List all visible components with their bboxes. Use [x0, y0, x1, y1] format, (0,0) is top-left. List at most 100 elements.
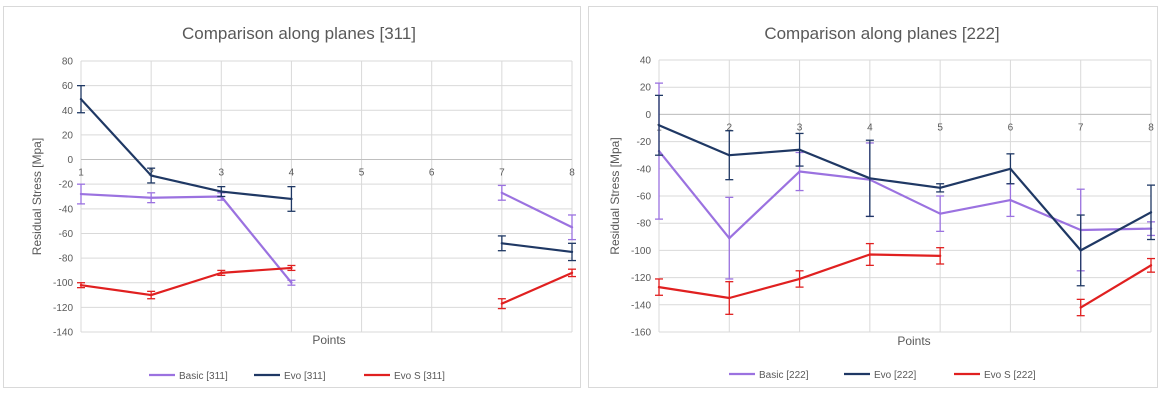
data-point: [798, 148, 801, 151]
data-point: [1009, 167, 1012, 170]
y-tick-label: -80: [637, 219, 652, 230]
legend-label: Basic [311]: [179, 371, 228, 382]
y-tick-label: -100: [53, 278, 73, 289]
data-point: [1009, 198, 1012, 202]
chart-title: Comparison along planes [311]: [182, 24, 416, 43]
y-tick-label: 80: [62, 57, 74, 68]
x-axis-title: Points: [312, 333, 345, 347]
y-tick-label: 20: [640, 83, 652, 94]
y-tick-label: 60: [62, 81, 74, 92]
x-tick-label: 8: [1148, 122, 1154, 133]
y-tick-label: 40: [640, 56, 652, 67]
legend-item: Basic [222]: [729, 370, 809, 381]
legend-label: Evo [311]: [284, 371, 326, 382]
y-axis-title: Residual Stress [Mpa]: [608, 137, 622, 254]
series-line: [658, 150, 1152, 240]
data-point: [728, 296, 731, 300]
data-point: [220, 271, 223, 275]
y-tick-label: 20: [62, 130, 74, 141]
data-point: [79, 192, 83, 196]
x-tick-label: 4: [867, 122, 873, 133]
data-point: [657, 285, 661, 289]
y-tick-label: -40: [59, 204, 74, 215]
data-point: [500, 302, 504, 305]
series-1: [77, 183, 576, 286]
series-line: [80, 192, 293, 284]
data-point: [570, 271, 574, 275]
data-point: [290, 266, 293, 270]
series-line: [80, 98, 292, 201]
series-line: [501, 191, 573, 229]
data-point: [868, 177, 872, 180]
data-point: [1079, 306, 1082, 309]
legend-label: Evo [222]: [874, 370, 916, 381]
x-tick-label: 5: [359, 168, 365, 179]
data-point: [938, 212, 942, 215]
data-point: [1149, 211, 1153, 214]
series-line: [658, 124, 1152, 252]
data-point: [79, 97, 83, 101]
legend-item: Evo S [311]: [364, 371, 445, 382]
y-tick-label: -120: [631, 273, 651, 284]
data-point: [290, 197, 293, 201]
series-line: [501, 242, 573, 254]
x-tick-label: 6: [429, 168, 435, 179]
y-tick-label: -100: [631, 246, 651, 257]
data-point: [938, 254, 942, 258]
y-tick-label: -20: [59, 180, 74, 191]
x-tick-label: 7: [499, 168, 505, 179]
x-tick-label: 3: [797, 122, 803, 133]
series-3: [77, 264, 576, 310]
data-point: [500, 242, 504, 245]
y-tick-label: -160: [631, 328, 651, 339]
data-point: [1079, 249, 1082, 252]
series-line: [80, 266, 292, 297]
x-tick-label: 2: [727, 122, 733, 133]
x-tick-label: 5: [937, 122, 943, 133]
series-line: [501, 271, 573, 305]
y-tick-label: -140: [631, 300, 651, 311]
chart-222: Comparison along planes [222] 40 20 0 -20 -40…: [608, 24, 1155, 381]
y-tick-label: 40: [62, 106, 74, 117]
data-point: [79, 283, 83, 287]
legend-label: Basic [222]: [759, 370, 809, 381]
legend-item: Evo [222]: [844, 370, 916, 381]
data-point: [149, 293, 153, 297]
data-point: [868, 253, 872, 256]
data-point: [149, 174, 153, 177]
legend-item: Basic [311]: [149, 371, 228, 382]
series-line: [1080, 264, 1152, 309]
legend-item: Evo S [222]: [954, 370, 1036, 381]
data-point: [728, 154, 731, 157]
data-point: [938, 186, 942, 190]
chart-panel-222: Comparison along planes [222] 40 20 0 -20 -40…: [588, 6, 1158, 388]
x-axis-title: Points: [897, 334, 930, 348]
series-3: [655, 242, 1155, 317]
x-tick-label: 8: [569, 168, 575, 179]
x-tick-label: 1: [78, 168, 84, 179]
x-tick-label: 4: [289, 168, 295, 179]
data-point: [220, 190, 223, 193]
legend-label: Evo S [311]: [394, 371, 445, 382]
y-tick-label: -120: [53, 303, 73, 314]
chart-panel-311: Comparison along planes [311] 80 60 40 20 0 -2…: [3, 6, 581, 388]
data-point: [798, 277, 801, 281]
data-point: [149, 196, 153, 199]
legend-item: Evo [311]: [254, 371, 326, 382]
legend-label: Evo S [222]: [984, 370, 1036, 381]
y-tick-label: 0: [645, 110, 651, 121]
data-point: [570, 250, 574, 254]
data-point: [570, 226, 574, 229]
x-tick-label: 7: [1078, 122, 1084, 133]
y-tick-label: 0: [67, 155, 73, 166]
x-tick-label: 3: [219, 168, 225, 179]
data-point: [1149, 264, 1153, 267]
y-tick-label: -60: [637, 192, 652, 203]
y-tick-label: -80: [59, 254, 74, 265]
data-point: [728, 236, 731, 240]
data-point: [798, 170, 801, 173]
data-point: [290, 281, 293, 284]
series-2: [655, 94, 1155, 287]
data-point: [657, 124, 661, 127]
series-2: [77, 84, 576, 262]
